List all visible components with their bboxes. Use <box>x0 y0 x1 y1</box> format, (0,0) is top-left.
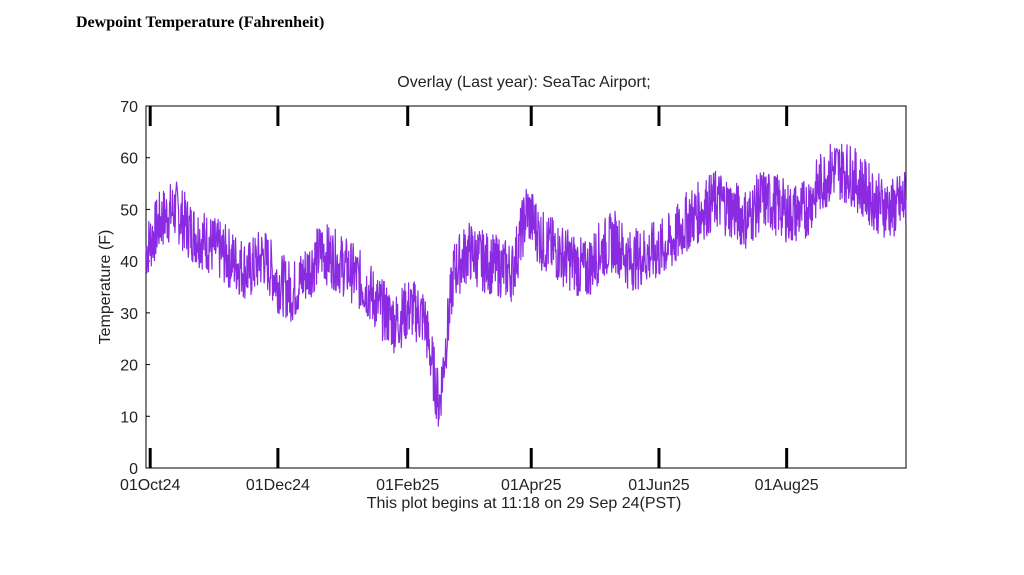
x-tick-label: 01Jun25 <box>628 477 689 494</box>
y-tick-label: 10 <box>120 409 138 426</box>
x-tick-label: 01Apr25 <box>501 477 562 494</box>
plot-frame <box>145 105 907 469</box>
series-line-dewpoint <box>145 143 907 427</box>
page-heading: Dewpoint Temperature (Fahrenheit) <box>76 14 325 31</box>
chart-title: Overlay (Last year): SeaTac Airport; <box>397 74 650 91</box>
x-tick-label: 01Dec24 <box>246 477 310 494</box>
x-tick-label: 01Aug25 <box>755 477 819 494</box>
y-tick-label: 50 <box>120 202 138 219</box>
y-tick-label: 20 <box>120 358 138 375</box>
y-axis-ticks: 0 10 20 30 40 50 60 70 <box>120 99 150 478</box>
y-tick-label: 30 <box>120 306 138 323</box>
y-tick-label: 60 <box>120 151 138 168</box>
y-tick-label: 40 <box>120 254 138 271</box>
x-tick-label: 01Oct24 <box>120 477 181 494</box>
y-axis-title: Temperature (F) <box>97 230 114 345</box>
x-axis-ticks: 01Oct24 01Dec24 01Feb25 01Apr25 01Jun25 01Aug… <box>120 106 819 494</box>
plot-start-note: This plot begins at 11:18 on 29 Sep 24(P… <box>367 495 682 512</box>
y-tick-label: 70 <box>120 99 138 116</box>
x-tick-label: 01Feb25 <box>376 477 439 494</box>
y-tick-label: 0 <box>129 461 138 478</box>
